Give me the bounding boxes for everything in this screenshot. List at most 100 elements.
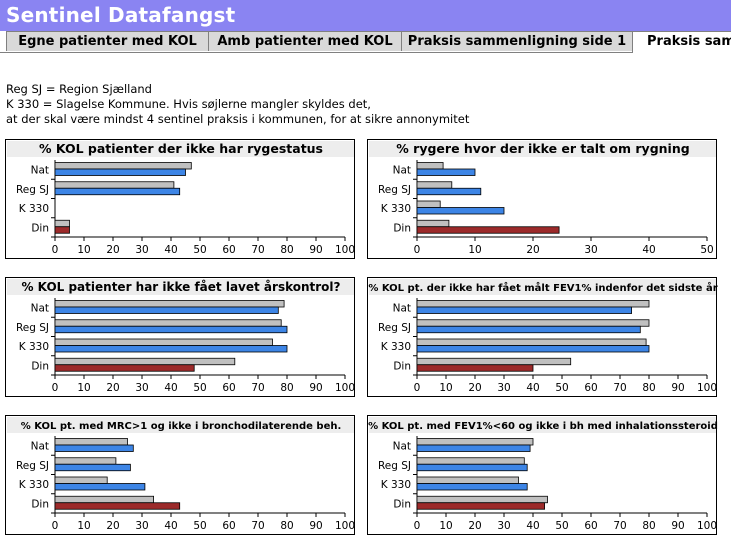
bar-reference [54,457,117,465]
x-tick-label: 20 [526,244,539,256]
x-tick-label: 30 [584,244,597,256]
x-tick-label: 10 [439,520,452,532]
bar-reference [54,438,128,446]
category-label: Nat [393,441,411,453]
category-label: Din [31,498,49,510]
bar-din [54,226,70,234]
x-tick-label: 60 [584,520,597,532]
chart-title: % rygere hvor der ikke er talt om rygnin… [396,141,689,156]
x-tick-label: 70 [251,382,264,394]
category-label: K 330 [19,203,49,215]
note-line-2: K 330 = Slagelse Kommune. Hvis søjlerne … [6,97,371,111]
x-tick-label: 30 [497,520,510,532]
category-label: Nat [31,441,49,453]
x-tick-label: 50 [555,382,568,394]
x-tick-label: 80 [280,244,293,256]
x-tick-label: 10 [77,520,90,532]
x-tick-label: 70 [613,520,626,532]
category-label: K 330 [19,479,49,491]
x-tick-label: 40 [164,382,177,394]
category-label: Nat [393,303,411,315]
category-label: Nat [393,165,411,177]
x-tick-label: 70 [251,520,264,532]
x-tick-label: 90 [671,520,684,532]
category-label: K 330 [19,341,49,353]
bar-value [416,345,650,353]
category-label: Din [393,498,411,510]
category-label: Din [31,222,49,234]
bar-reference [54,300,285,308]
tab-egne-patienter[interactable]: Egne patienter med KOL [6,31,209,51]
bar-reference [416,338,647,346]
category-label: Reg SJ [378,322,411,334]
x-tick-label: 50 [555,520,568,532]
x-tick-label: 20 [106,244,119,256]
x-tick-label: 0 [52,244,59,256]
chart-svg-2: % KOL patienter har ikke fået lavet årsk… [7,279,355,394]
x-tick-label: 30 [135,382,148,394]
bar-din [54,502,181,510]
bar-value [416,168,476,176]
x-tick-label: 80 [280,382,293,394]
bar-value [416,187,482,196]
x-tick-label: 30 [497,382,510,394]
x-tick-label: 100 [697,520,717,532]
bar-reference [416,300,650,308]
chart-title-bg [7,417,354,433]
bar-value [54,168,186,176]
tab-amb-patienter[interactable]: Amb patienter med KOL [208,31,402,51]
x-tick-label: 100 [697,382,717,394]
bar-din [54,364,195,372]
bar-value [54,463,131,472]
chart-inhalationssteroid: % KOL pt. med FEV1%<60 og ikke i bh med … [367,415,718,535]
x-tick-label: 40 [526,382,539,394]
bar-reference [54,476,108,484]
note-line-1: Reg SJ = Region Sjælland [6,82,152,96]
bar-value [54,187,181,196]
chart-aarskontrol: % KOL patienter har ikke fået lavet årsk… [5,277,355,397]
bar-din [416,226,560,234]
category-label: Reg SJ [16,322,49,334]
bar-reference [416,438,534,446]
x-tick-label: 20 [468,520,481,532]
bar-reference [416,219,450,228]
category-label: K 330 [381,203,411,215]
chart-rygestatus: % KOL patienter der ikke har rygestatus 0… [5,139,355,259]
x-tick-label: 60 [222,520,235,532]
bar-reference [54,495,154,504]
bar-reference [416,357,572,366]
chart-title-bg [7,141,354,157]
bar-value [416,306,633,314]
bar-din [416,364,534,372]
tab-praksis-current[interactable]: Praksis samm [632,31,731,53]
bar-value [416,207,505,215]
bar-reference [54,219,70,228]
tab-praksis-side1[interactable]: Praksis sammenligning side 1 [401,31,633,51]
chart-title-bg [369,279,716,295]
x-tick-label: 10 [468,244,481,256]
x-tick-label: 0 [414,520,421,532]
bar-value [54,444,134,452]
chart-title: % KOL pt. der ikke har fået målt FEV1% i… [368,281,717,294]
app-title-bar: Sentinel Datafangst [0,0,731,31]
chart-svg-4: % KOL pt. med MRC>1 og ikke i bronchodil… [7,417,355,532]
chart-svg-5: % KOL pt. med FEV1%<60 og ikke i bh med … [368,417,718,532]
bar-value [54,306,279,314]
category-label: Nat [31,165,49,177]
chart-svg-1: % rygere hvor der ikke er talt om rygnin… [369,141,716,256]
x-tick-label: 40 [164,520,177,532]
x-tick-label: 100 [335,520,355,532]
chart-title: % KOL patienter har ikke fået lavet årsk… [21,280,340,294]
bar-value [54,483,146,491]
bar-value [416,463,528,472]
bar-reference [416,319,650,327]
bar-value [54,325,288,334]
category-label: Din [31,360,49,372]
category-label: Reg SJ [378,184,411,196]
x-tick-label: 0 [414,244,421,256]
bar-value [54,345,288,353]
x-tick-label: 10 [77,382,90,394]
bar-reference [416,476,519,484]
chart-title: % KOL pt. med MRC>1 og ikke i bronchodil… [21,421,342,432]
app-title: Sentinel Datafangst [6,3,236,27]
